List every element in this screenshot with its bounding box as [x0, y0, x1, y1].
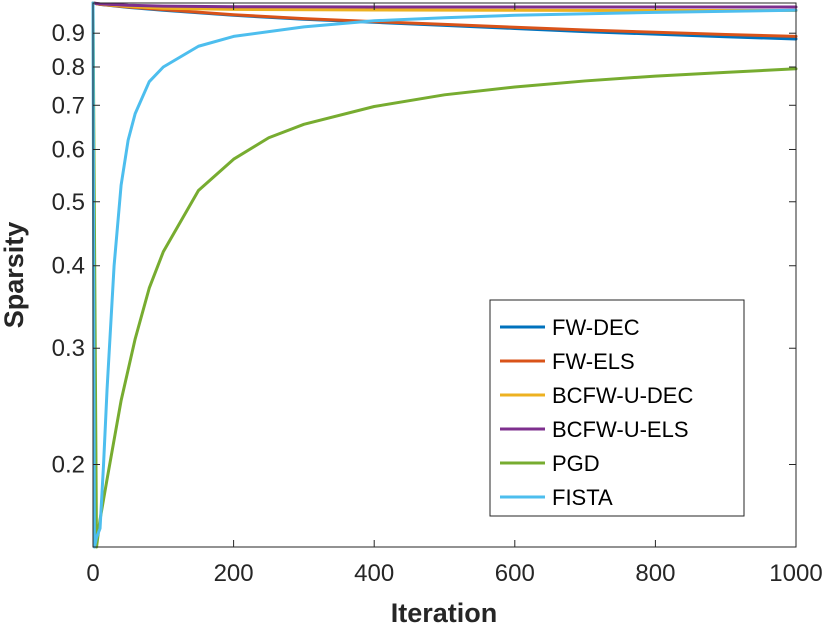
legend-label-fw-dec: FW-DEC: [552, 315, 640, 340]
y-tick-label: 0.6: [52, 136, 85, 163]
legend-label-fista: FISTA: [552, 485, 613, 510]
y-tick-label: 0.3: [52, 335, 85, 362]
x-tick-label: 600: [495, 560, 535, 587]
legend-label-pgd: PGD: [552, 451, 600, 476]
y-tick-label: 0.8: [52, 54, 85, 81]
legend-label-bcfw-u-els: BCFW-U-ELS: [552, 417, 689, 442]
x-tick-label: 0: [86, 560, 99, 587]
y-axis-title: Sparsity: [0, 222, 29, 329]
y-tick-label: 0.7: [52, 92, 85, 119]
series-line-pgd: [91, 1, 798, 549]
x-tick-label: 1000: [769, 560, 822, 587]
y-tick-label: 0.5: [52, 189, 85, 216]
legend-box: [489, 299, 745, 517]
series-line-fista: [91, 1, 798, 549]
legend: FW-DEC FW-ELS BCFW-U-DEC BCFW-U-ELS PGD FISTA: [489, 299, 745, 517]
x-axis-title: Iteration: [391, 598, 498, 628]
y-tick-label: 0.9: [52, 20, 85, 47]
x-tick-label: 200: [214, 560, 254, 587]
x-tick-label: 400: [354, 560, 394, 587]
x-tick-labels: 0 200 400 600 800 1000: [86, 560, 822, 587]
legend-label-bcfw-u-dec: BCFW-U-DEC: [552, 383, 693, 408]
legend-label-fw-els: FW-ELS: [552, 349, 635, 374]
legend-items: FW-DEC FW-ELS BCFW-U-DEC BCFW-U-ELS PGD FISTA: [500, 315, 693, 510]
y-tick-label: 0.4: [52, 253, 85, 280]
y-tick-labels: 0.2 0.3 0.4 0.5 0.6 0.7 0.8 0.9: [52, 20, 85, 478]
y-tick-label: 0.2: [52, 452, 85, 479]
x-tick-label: 800: [635, 560, 675, 587]
tick-marks: [92, 3, 797, 547]
